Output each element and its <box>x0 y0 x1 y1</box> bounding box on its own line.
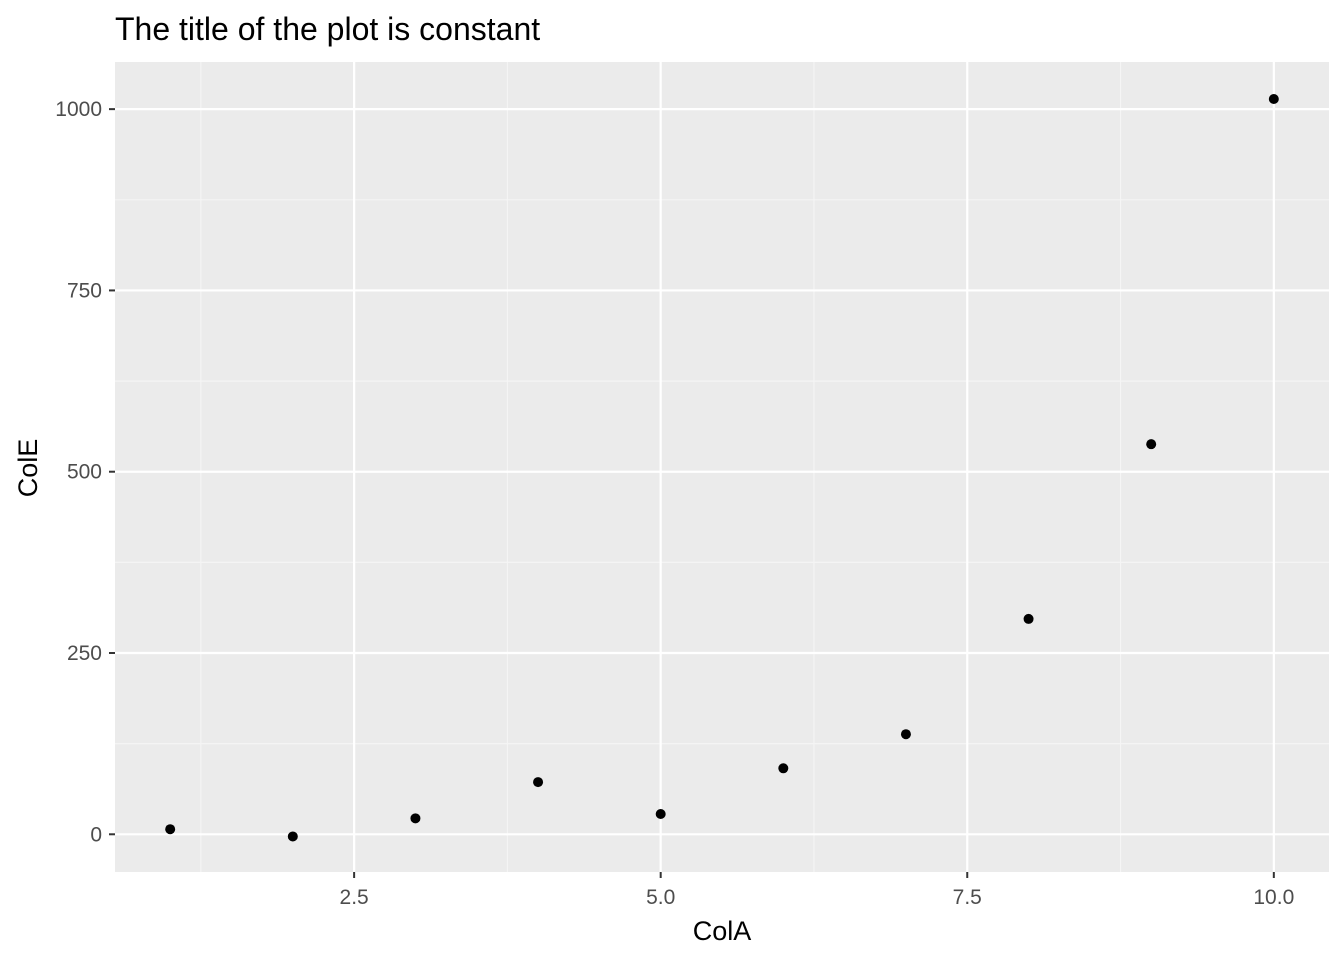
y-tick-label: 1000 <box>55 98 102 121</box>
y-tick-label: 500 <box>67 461 102 484</box>
data-point <box>1023 613 1034 624</box>
y-tick-label: 0 <box>90 823 102 846</box>
data-points <box>165 93 1279 842</box>
x-tick-label: 10.0 <box>1253 886 1294 909</box>
y-tick-label: 750 <box>67 279 102 302</box>
data-point <box>1268 93 1279 104</box>
x-axis-title: ColA <box>693 916 752 946</box>
data-point <box>1146 439 1157 450</box>
data-point <box>778 763 789 774</box>
y-axis-ticks: 0 250 500 750 1000 <box>55 98 115 846</box>
x-tick-label: 5.0 <box>646 886 675 909</box>
chart-title: The title of the plot is constant <box>115 11 540 47</box>
data-point <box>287 831 298 842</box>
data-point <box>410 813 421 824</box>
x-tick-label: 2.5 <box>340 886 369 909</box>
data-point <box>900 729 911 740</box>
x-axis-ticks: 2.5 5.0 7.5 10.0 <box>340 872 1294 909</box>
data-point <box>533 777 544 788</box>
major-gridlines <box>115 62 1329 872</box>
plot-panel <box>115 62 1329 872</box>
minor-gridlines <box>115 62 1329 872</box>
x-tick-label: 7.5 <box>953 886 982 909</box>
data-point <box>165 824 176 835</box>
y-axis-title: ColE <box>13 439 43 498</box>
y-tick-label: 250 <box>67 642 102 665</box>
data-point <box>655 808 666 819</box>
